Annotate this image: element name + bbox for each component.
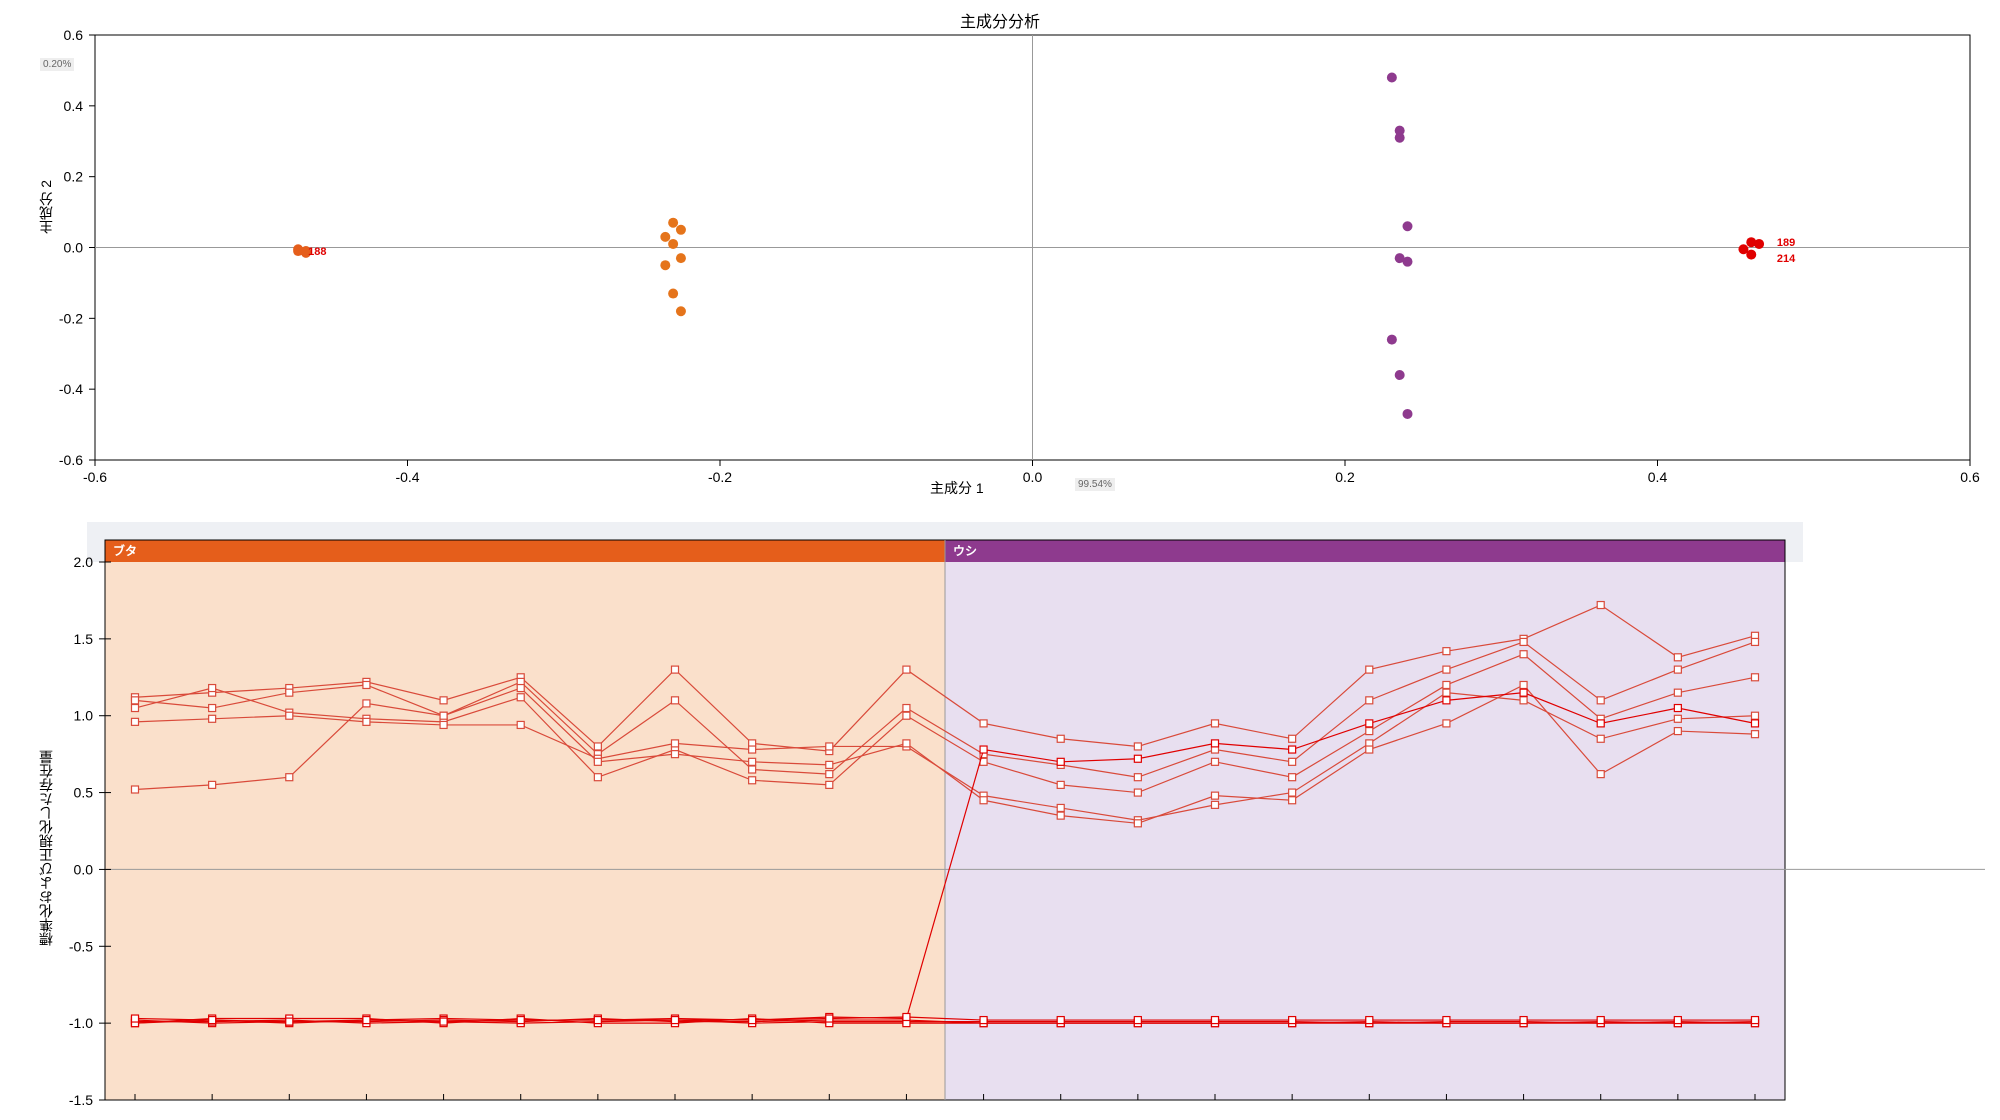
parallel-plot-area: ブタ ウシ -1.5 -1.0 -0.5 0.0 0.5 1.0 1.5 2.0 xyxy=(0,500,2000,1120)
scatter-plot-area: -0.6 -0.4 -0.2 0.0 0.2 0.4 0.6 -0.6 -0.4 -0.2 0.0 0… xyxy=(0,0,2000,500)
svg-text:0.0: 0.0 xyxy=(64,240,84,256)
svg-text:1.5: 1.5 xyxy=(74,631,94,647)
svg-text:0.4: 0.4 xyxy=(1648,469,1668,485)
svg-text:2.0: 2.0 xyxy=(74,554,94,570)
scatter-y-variance: 0.20% xyxy=(40,58,74,71)
svg-text:-0.2: -0.2 xyxy=(59,310,83,326)
svg-text:1.0: 1.0 xyxy=(74,708,94,724)
parallel-chart: ブタ ウシ -1.5 -1.0 -0.5 0.0 0.5 1.0 1.5 2.0 標準化および正規… xyxy=(0,500,2000,1120)
svg-text:0.0: 0.0 xyxy=(74,861,94,877)
svg-text:-0.6: -0.6 xyxy=(59,452,83,468)
svg-text:-0.5: -0.5 xyxy=(69,938,93,954)
svg-text:0.5: 0.5 xyxy=(74,785,94,801)
svg-text:0.6: 0.6 xyxy=(1960,469,1980,485)
svg-text:188: 188 xyxy=(308,246,326,258)
svg-text:0.2: 0.2 xyxy=(1335,469,1355,485)
scatter-x-axis-title: 主成分 1 xyxy=(930,478,984,498)
svg-text:0.4: 0.4 xyxy=(64,98,84,114)
svg-text:189: 189 xyxy=(1777,237,1795,249)
svg-text:-0.4: -0.4 xyxy=(59,381,83,397)
svg-text:-0.4: -0.4 xyxy=(395,469,419,485)
scatter-y-axis-title: 主成分 2 xyxy=(36,180,56,234)
svg-text:0.2: 0.2 xyxy=(64,169,84,185)
svg-text:-1.0: -1.0 xyxy=(69,1015,93,1031)
svg-text:0.0: 0.0 xyxy=(1023,469,1043,485)
svg-text:ブタ: ブタ xyxy=(113,543,137,558)
svg-text:ウシ: ウシ xyxy=(953,544,977,558)
svg-text:0.6: 0.6 xyxy=(64,27,84,43)
svg-text:-0.6: -0.6 xyxy=(83,469,107,485)
parallel-y-axis-title: 標準化および正規化した存在量 xyxy=(36,750,56,946)
svg-text:-1.5: -1.5 xyxy=(69,1092,93,1108)
scatter-chart: 主成分分析 -0.6-0.4-0.20.00.20.40.6-0.6-0.4-0… xyxy=(0,0,2000,500)
svg-text:-0.2: -0.2 xyxy=(708,469,732,485)
svg-text:214: 214 xyxy=(1777,253,1796,265)
scatter-x-variance: 99.54% xyxy=(1075,478,1115,491)
